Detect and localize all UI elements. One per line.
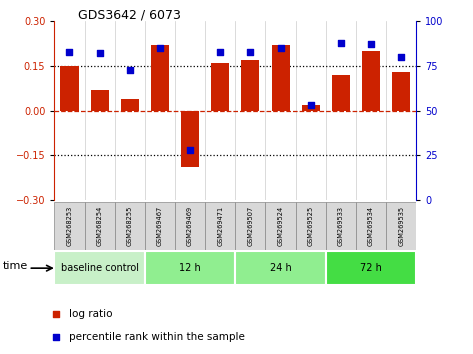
Point — [397, 54, 405, 60]
Text: log ratio: log ratio — [69, 309, 113, 319]
Text: GSM269524: GSM269524 — [278, 206, 283, 246]
Bar — [296, 202, 326, 250]
Bar — [326, 202, 356, 250]
Bar — [85, 202, 114, 250]
Point — [337, 40, 345, 46]
Bar — [145, 251, 235, 285]
Text: GSM269533: GSM269533 — [338, 206, 344, 246]
Text: GSM269469: GSM269469 — [187, 206, 193, 246]
Bar — [181, 110, 199, 167]
Text: time: time — [2, 261, 27, 272]
Bar — [272, 45, 289, 110]
Text: GSM268254: GSM268254 — [96, 205, 103, 246]
Text: GSM269467: GSM269467 — [157, 206, 163, 246]
Bar — [235, 251, 326, 285]
Bar — [332, 75, 350, 110]
Bar — [211, 63, 229, 110]
Text: percentile rank within the sample: percentile rank within the sample — [69, 332, 245, 342]
Bar — [54, 251, 145, 285]
Text: GSM269471: GSM269471 — [217, 206, 223, 246]
Bar — [121, 99, 139, 110]
Point — [277, 45, 284, 51]
Bar — [392, 72, 410, 110]
Point — [328, 20, 336, 25]
Text: GSM269534: GSM269534 — [368, 206, 374, 246]
Text: 12 h: 12 h — [179, 263, 201, 273]
Text: GSM269525: GSM269525 — [308, 206, 314, 246]
Point — [126, 67, 133, 72]
Bar — [265, 202, 296, 250]
Point — [96, 51, 104, 56]
Point — [66, 49, 73, 55]
Bar — [356, 202, 386, 250]
Point — [328, 229, 336, 235]
Bar — [151, 45, 169, 110]
Bar — [362, 51, 380, 110]
Bar — [54, 202, 85, 250]
Text: GSM269507: GSM269507 — [247, 206, 254, 246]
Text: baseline control: baseline control — [61, 263, 139, 273]
Point — [307, 102, 315, 108]
Bar — [175, 202, 205, 250]
Bar — [205, 202, 235, 250]
Bar — [235, 202, 265, 250]
Text: GDS3642 / 6073: GDS3642 / 6073 — [78, 9, 181, 22]
Bar — [91, 90, 109, 110]
Bar — [386, 202, 416, 250]
Bar — [114, 202, 145, 250]
Point — [156, 45, 164, 51]
Point — [186, 147, 194, 153]
Text: GSM268255: GSM268255 — [127, 205, 133, 246]
Text: 24 h: 24 h — [270, 263, 291, 273]
Text: GSM269535: GSM269535 — [398, 206, 404, 246]
Bar — [145, 202, 175, 250]
Bar — [241, 60, 259, 110]
Point — [367, 42, 375, 47]
Point — [246, 49, 254, 55]
Text: 72 h: 72 h — [360, 263, 382, 273]
Bar — [326, 251, 416, 285]
Point — [217, 49, 224, 55]
Bar — [61, 66, 79, 110]
Text: GSM268253: GSM268253 — [67, 206, 72, 246]
Bar — [302, 105, 320, 110]
